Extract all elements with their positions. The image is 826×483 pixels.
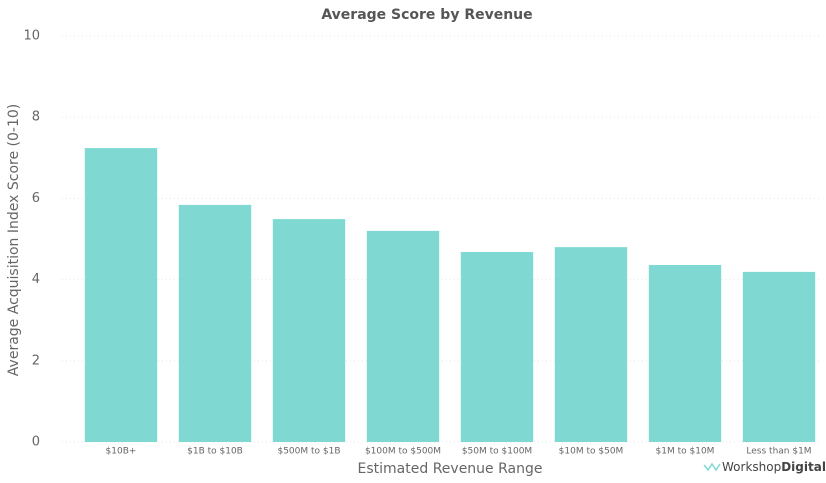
bar xyxy=(742,271,816,442)
x-tick-label: $10M to $50M xyxy=(559,447,624,457)
logo-text: WorkshopDigital xyxy=(722,460,826,474)
x-tick-label: $500M to $1B xyxy=(277,447,340,457)
x-tick-label: Less than $1M xyxy=(746,447,811,457)
x-axis-label: Estimated Revenue Range xyxy=(358,461,543,477)
bar xyxy=(460,251,534,442)
bar xyxy=(366,230,440,442)
chart-title: Average Score by Revenue xyxy=(321,7,532,23)
bar xyxy=(554,247,628,442)
y-tick-label: 8 xyxy=(32,110,40,125)
y-tick-label: 0 xyxy=(32,435,40,450)
x-tick-label: $100M to $500M xyxy=(365,447,441,457)
y-axis-label: Average Acquisition Index Score (0-10) xyxy=(6,104,22,376)
bar xyxy=(178,204,252,442)
logo-bold: Digital xyxy=(781,460,826,474)
bar xyxy=(84,148,158,442)
bar xyxy=(272,219,346,442)
y-tick-label: 10 xyxy=(23,29,40,44)
x-tick-label: $50M to $100M xyxy=(462,447,532,457)
x-tick-label: $1B to $10B xyxy=(187,447,243,457)
logo-icon xyxy=(703,462,721,472)
y-tick-label: 4 xyxy=(32,272,40,287)
x-tick-label: $10B+ xyxy=(106,447,137,457)
logo-light: Workshop xyxy=(722,460,781,474)
y-tick-label: 2 xyxy=(32,353,40,368)
bar xyxy=(648,264,722,442)
y-tick-label: 6 xyxy=(32,191,40,206)
x-tick-label: $1M to $10M xyxy=(656,447,715,457)
logo: WorkshopDigital xyxy=(703,460,826,474)
